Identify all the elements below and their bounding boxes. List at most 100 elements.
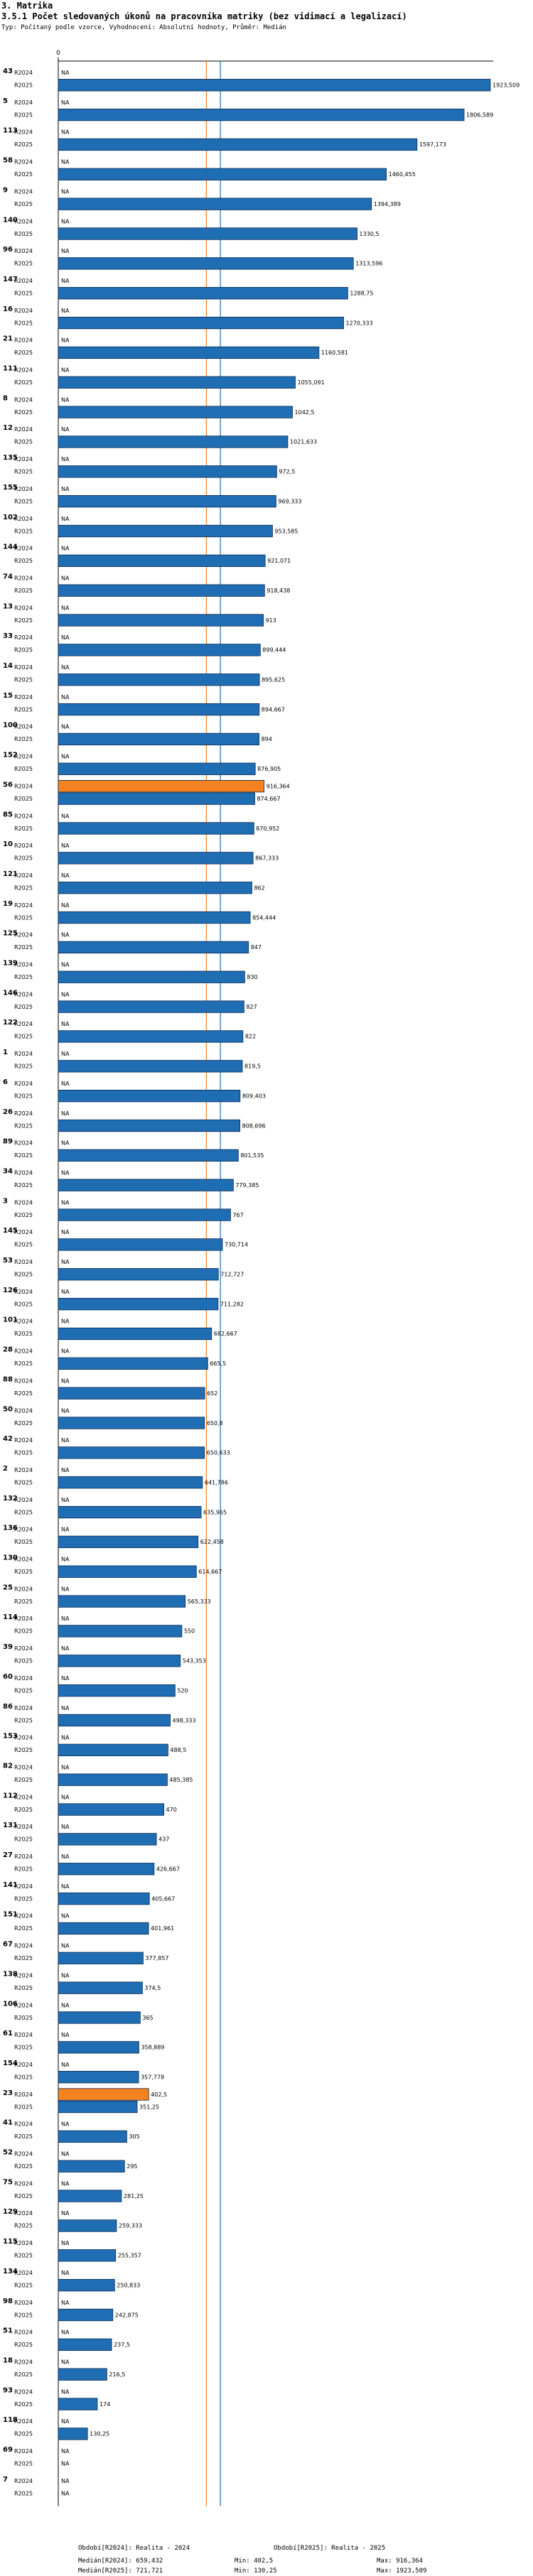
bar-r2025 [58, 406, 293, 418]
category-label: 146 [3, 989, 18, 997]
category-label: 10 [3, 840, 13, 848]
series-label-r2025: R2025 [14, 320, 33, 326]
series-label-r2024: R2024 [14, 932, 33, 938]
axis-zero-label: 0 [56, 50, 60, 57]
bar-r2025 [58, 1535, 199, 1549]
series-label-r2025: R2025 [14, 201, 33, 207]
category-label: 74 [3, 573, 13, 580]
bar-r2025 [58, 1595, 186, 1608]
category-label: 121 [3, 870, 18, 878]
na-label-r2024: NA [61, 575, 70, 581]
series-label-r2025: R2025 [14, 1687, 33, 1694]
value-label-r2025: 819,5 [244, 1064, 261, 1070]
value-label-r2025: 862 [254, 884, 264, 891]
na-label-r2024: NA [61, 188, 70, 195]
na-label-r2024: NA [61, 872, 70, 879]
bar-r2025 [58, 852, 254, 865]
category-label: 93 [3, 2386, 13, 2394]
na-label-r2024: NA [61, 754, 70, 760]
value-label-r2025: 130,25 [90, 2431, 109, 2437]
series-label-r2025: R2025 [14, 588, 33, 594]
value-label-r2025: 827 [246, 1004, 257, 1010]
series-label-r2025: R2025 [14, 1331, 33, 1337]
na-label-r2024: NA [61, 1169, 70, 1176]
series-label-r2025: R2025 [14, 2045, 33, 2051]
bar-r2025 [58, 1417, 205, 1429]
series-label-r2024: R2024 [14, 367, 33, 374]
bar-r2025 [58, 2428, 88, 2440]
series-label-r2025: R2025 [14, 2074, 33, 2080]
category-label: 16 [3, 305, 13, 313]
series-label-r2024: R2024 [14, 1169, 33, 1176]
bar-r2025 [58, 911, 251, 924]
bar-r2025 [58, 168, 387, 180]
series-label-r2024: R2024 [14, 694, 33, 700]
footer-period-2025: Období[R2025]: Realita - 2025 [274, 2545, 386, 2552]
bar-r2025 [58, 1000, 244, 1013]
series-label-r2025: R2025 [14, 1925, 33, 1932]
na-label-r2024: NA [61, 456, 70, 462]
series-label-r2024: R2024 [14, 308, 33, 314]
value-label-r2025: 652 [207, 1390, 217, 1397]
category-label: 144 [3, 543, 18, 551]
series-label-r2024: R2024 [14, 1259, 33, 1265]
series-label-r2025: R2025 [14, 1450, 33, 1456]
series-label-r2025: R2025 [14, 944, 33, 951]
category-label: 50 [3, 1405, 13, 1413]
value-label-r2025: 295 [126, 2163, 137, 2170]
series-label-r2024: R2024 [14, 486, 33, 492]
bar-r2025 [58, 524, 273, 538]
na-label-r2024: NA [61, 813, 70, 819]
series-label-r2025: R2025 [14, 1360, 33, 1367]
series-label-r2024: R2024 [14, 1051, 33, 1057]
category-label: 13 [3, 602, 13, 610]
value-label-r2025: 635,965 [203, 1509, 227, 1515]
series-label-r2024: R2024 [14, 1883, 33, 1890]
value-label-r2025: 470 [166, 1807, 177, 1813]
series-label-r2024: R2024 [14, 1289, 33, 1295]
category-label: 7 [3, 2476, 8, 2484]
series-label-r2024: R2024 [14, 872, 33, 879]
category-label: 9 [3, 186, 8, 194]
footer-min-2024: Min: 402,5 [235, 2558, 274, 2565]
series-label-r2024: R2024 [14, 337, 33, 344]
na-label-r2025: NA [61, 2461, 70, 2467]
category-label: 122 [3, 1019, 18, 1027]
series-label-r2025: R2025 [14, 2163, 33, 2170]
category-label: 19 [3, 900, 13, 908]
series-label-r2024: R2024 [14, 724, 33, 730]
series-label-r2024: R2024 [14, 1586, 33, 1592]
value-label-r2025: 808,696 [242, 1122, 266, 1129]
value-label-r2025: 498,333 [173, 1717, 196, 1723]
value-label-r2025: 712,727 [220, 1272, 244, 1278]
series-label-r2024: R2024 [14, 159, 33, 166]
value-label-r2025: 437 [158, 1836, 169, 1843]
series-label-r2025: R2025 [14, 647, 33, 654]
category-label: 141 [3, 1881, 18, 1889]
series-label-r2024: R2024 [14, 546, 33, 552]
series-label-r2024: R2024 [14, 634, 33, 641]
na-label-r2024: NA [61, 902, 70, 909]
category-label: 58 [3, 157, 13, 165]
na-label-r2024: NA [61, 1407, 70, 1414]
bar-r2025 [58, 822, 254, 835]
na-label-r2024: NA [61, 1735, 70, 1741]
value-label-r2025: 1021,633 [290, 439, 317, 445]
bar-r2025 [58, 1743, 168, 1757]
value-label-r2024: 916,364 [266, 783, 290, 789]
series-label-r2024: R2024 [14, 70, 33, 76]
bar-r2025 [58, 2368, 107, 2381]
series-label-r2025: R2025 [14, 796, 33, 802]
series-label-r2025: R2025 [14, 379, 33, 386]
bar-r2025 [58, 1684, 176, 1697]
category-label: 5 [3, 97, 8, 105]
series-label-r2024: R2024 [14, 664, 33, 671]
value-label-r2025: 1288,75 [350, 290, 373, 296]
series-label-r2024: R2024 [14, 2359, 33, 2365]
na-label-r2024: NA [61, 2002, 70, 2008]
category-label: 53 [3, 1257, 13, 1265]
series-label-r2024: R2024 [14, 1824, 33, 1830]
series-label-r2025: R2025 [14, 2253, 33, 2259]
series-label-r2025: R2025 [14, 2104, 33, 2110]
na-label-r2024: NA [61, 1229, 70, 1235]
